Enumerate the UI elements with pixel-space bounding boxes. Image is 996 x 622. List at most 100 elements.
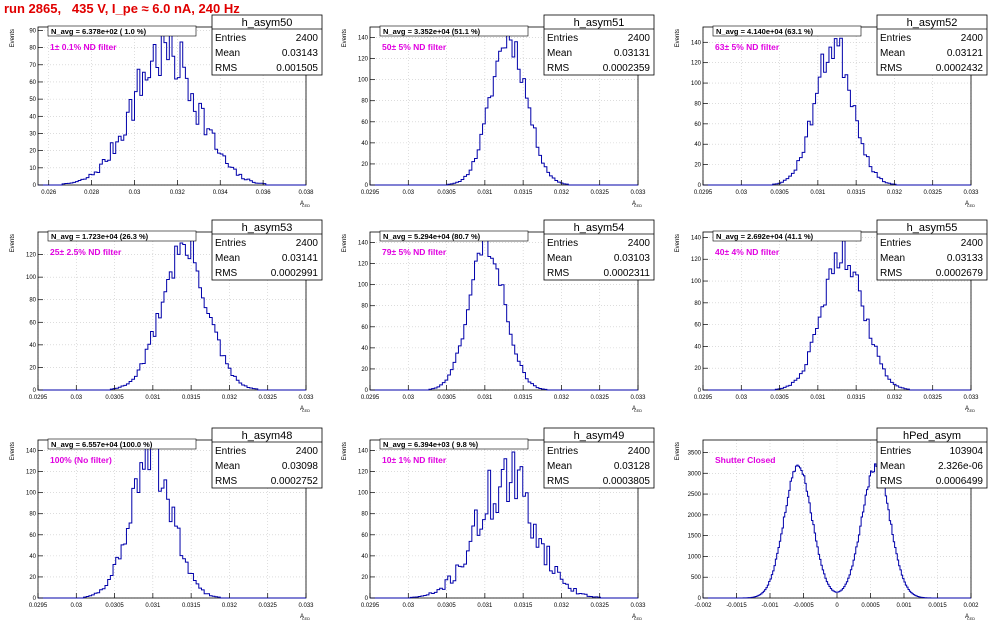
y-tick-label: 0 — [365, 388, 369, 394]
stats-value-entries: 2400 — [296, 238, 319, 249]
y-tick-label: 140 — [26, 449, 37, 455]
x-tick-label: 0.034 — [213, 190, 229, 196]
x-axis-label-sub: LED — [634, 203, 642, 208]
x-tick-label: 0.03 — [70, 603, 82, 609]
y-tick-label: 60 — [361, 120, 368, 126]
y-tick-label: 1000 — [688, 554, 702, 560]
y-axis-label: Events — [342, 442, 348, 460]
y-tick-label: 140 — [691, 235, 702, 241]
y-axis-label: Events — [10, 234, 16, 252]
y-tick-label: 100 — [26, 491, 37, 497]
y-tick-label: 10 — [29, 166, 36, 172]
y-tick-label: 100 — [358, 283, 369, 289]
stats-value-rms: 0.0002991 — [271, 268, 319, 279]
navg-box — [379, 25, 529, 37]
stats-box — [211, 219, 323, 281]
x-axis-label-sub: LED — [967, 408, 975, 413]
x-tick-label: 0.038 — [298, 190, 314, 196]
x-tick-label: 0.0005 — [861, 603, 880, 609]
y-tick-label: 100 — [691, 81, 702, 87]
stats-label-rms: RMS — [547, 476, 570, 487]
x-tick-label: 0.0305 — [105, 603, 124, 609]
y-tick-label: 80 — [29, 46, 36, 52]
x-tick-label: 0 — [835, 603, 839, 609]
y-tick-label: 60 — [361, 325, 368, 331]
stats-label-mean: Mean — [215, 48, 240, 59]
y-tick-label: 20 — [29, 365, 36, 371]
stats-value-rms: 0.0003805 — [603, 476, 651, 487]
y-tick-label: 3000 — [688, 471, 702, 477]
histogram-line — [370, 33, 638, 186]
y-axis-label: Events — [10, 442, 16, 460]
histogram-panel-h_asym53: 0.0295 0.03 0.0305 0.031 0.0315 0.032 0.0325 0.… — [10, 219, 323, 413]
stats-value-rms: 0.0002311 — [603, 268, 650, 279]
stats-value-mean: 2.326e-06 — [938, 461, 983, 472]
x-tick-label: 0.0315 — [514, 603, 533, 609]
y-tick-label: 40 — [361, 346, 368, 352]
x-tick-label: 0.032 — [222, 603, 238, 609]
stats-box — [211, 427, 323, 489]
navg-box — [379, 438, 529, 450]
x-tick-label: 0.031 — [810, 395, 826, 401]
y-tick-label: 80 — [29, 512, 36, 518]
x-axis-label: A — [632, 201, 636, 207]
page-title: run 2865, 435 V, I_pe ≈ 6.0 nA, 240 Hz — [4, 1, 240, 16]
stats-label-entries: Entries — [880, 238, 911, 249]
stats-value-rms: 0.0002432 — [936, 63, 984, 74]
y-tick-label: 40 — [29, 343, 36, 349]
filter-label: 25± 2.5% ND filter — [50, 247, 122, 257]
stats-title: h_asym50 — [242, 17, 293, 29]
y-tick-label: 60 — [694, 122, 701, 128]
filter-label: 40± 4% ND filter — [715, 247, 780, 257]
y-tick-label: 1500 — [688, 534, 702, 540]
stats-label-rms: RMS — [215, 476, 238, 487]
x-tick-label: 0.031 — [477, 190, 493, 196]
x-axis-label: A — [965, 201, 969, 207]
x-tick-label: 0.0325 — [924, 190, 943, 196]
y-tick-label: 50 — [29, 97, 36, 103]
y-tick-label: 40 — [361, 141, 368, 147]
histogram-panel-h_asym52: 0.0295 0.03 0.0305 0.031 0.0315 0.032 0.0325 0.… — [675, 14, 988, 208]
x-tick-label: 0.002 — [963, 603, 979, 609]
x-tick-label: 0.031 — [477, 395, 493, 401]
x-tick-label: 0.0295 — [361, 603, 380, 609]
y-tick-label: 0 — [365, 596, 369, 602]
x-tick-label: 0.0305 — [770, 190, 789, 196]
y-tick-label: 30 — [29, 131, 36, 137]
stats-value-entries: 103904 — [950, 446, 984, 457]
y-tick-label: 120 — [26, 253, 37, 259]
stats-label-entries: Entries — [215, 238, 246, 249]
navg-box — [379, 230, 529, 242]
stats-label-rms: RMS — [547, 63, 570, 74]
y-tick-label: 0 — [698, 596, 702, 602]
x-axis-label: A — [300, 201, 304, 207]
y-tick-label: 60 — [361, 533, 368, 539]
x-tick-label: 0.031 — [477, 603, 493, 609]
x-tick-label: 0.0315 — [514, 395, 533, 401]
stats-title: h_asym52 — [907, 17, 958, 29]
x-axis-label-sub: LED — [967, 203, 975, 208]
navg-box — [47, 438, 197, 450]
stats-value-rms: 0.0006499 — [936, 476, 984, 487]
y-tick-label: 60 — [694, 323, 701, 329]
y-tick-label: 120 — [26, 470, 37, 476]
histogram-line — [703, 463, 971, 599]
stats-value-rms: 0.0002752 — [271, 476, 319, 487]
histogram-line — [703, 240, 971, 391]
y-tick-label: 0 — [33, 596, 37, 602]
x-tick-label: -0.002 — [694, 603, 712, 609]
navg-box — [712, 230, 862, 242]
navg-text: N_avg = 5.294e+04 (80.7 %) — [383, 232, 481, 241]
stats-label-mean: Mean — [215, 461, 240, 472]
stats-value-mean: 0.03128 — [614, 461, 651, 472]
navg-text: N_avg = 3.352e+04 (51.1 %) — [383, 27, 481, 36]
stats-label-mean: Mean — [547, 48, 572, 59]
stats-title: h_asym55 — [907, 222, 958, 234]
histogram-line — [370, 451, 638, 599]
stats-box — [876, 14, 988, 76]
stats-label-rms: RMS — [215, 63, 238, 74]
x-tick-label: 0.033 — [630, 190, 646, 196]
histogram-line — [38, 26, 306, 186]
x-axis-label-sub: LED — [967, 616, 975, 621]
x-tick-label: 0.032 — [887, 395, 903, 401]
